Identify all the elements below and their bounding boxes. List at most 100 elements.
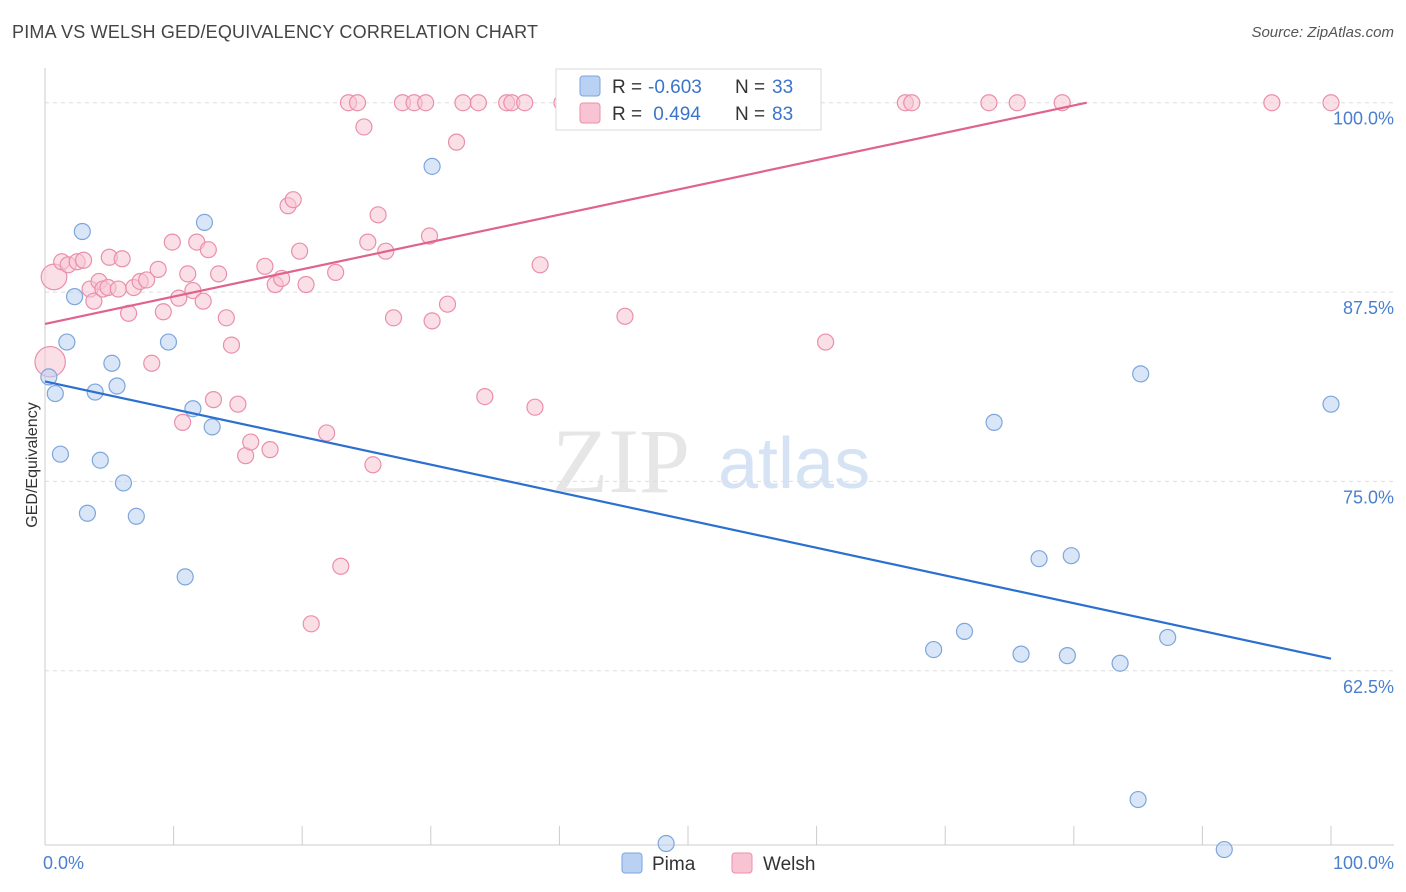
- x-tick-label: 0.0%: [43, 853, 84, 873]
- legend-box: R = -0.603 N = 33 R = 0.494 N = 83: [555, 68, 822, 131]
- welsh-point: [199, 241, 217, 259]
- welsh-point: [420, 227, 439, 245]
- legend-welsh-n-value: 83: [772, 104, 793, 125]
- bottom-legend-pima-swatch: [621, 852, 643, 874]
- legend-pima-r-value: -0.603: [648, 77, 702, 98]
- welsh-point: [516, 94, 534, 112]
- pima-point: [40, 368, 58, 386]
- welsh-point: [109, 280, 127, 298]
- welsh-point: [364, 456, 382, 474]
- pima-point: [195, 213, 214, 231]
- pima-point: [1030, 550, 1048, 568]
- bottom-legend-pima-label: Pima: [652, 854, 696, 875]
- welsh-point: [163, 233, 181, 251]
- welsh-point: [369, 206, 387, 224]
- welsh-point: [359, 233, 377, 251]
- welsh-point: [74, 251, 93, 269]
- welsh-point: [174, 413, 192, 431]
- welsh-point: [980, 94, 998, 112]
- bottom-legend-welsh-label: Welsh: [763, 854, 815, 875]
- pima-point: [108, 377, 126, 395]
- welsh-point: [261, 441, 279, 459]
- pima-point: [1215, 840, 1233, 859]
- welsh-point: [85, 292, 103, 310]
- pima-point: [1012, 645, 1030, 663]
- pima-point: [985, 413, 1003, 431]
- pima-point: [91, 451, 109, 469]
- pima-trend-line: [44, 380, 1332, 660]
- watermark: ZIP atlas: [552, 410, 870, 512]
- welsh-point: [1263, 94, 1281, 112]
- pima-point: [176, 568, 194, 586]
- pima-point: [925, 640, 943, 659]
- pima-point: [103, 354, 121, 372]
- watermark-atlas: atlas: [718, 424, 870, 504]
- welsh-point: [1008, 94, 1026, 112]
- welsh-point: [137, 271, 156, 289]
- pima-point: [51, 445, 70, 463]
- welsh-point: [242, 433, 260, 451]
- pima-point: [1129, 790, 1147, 809]
- pima-point: [1058, 647, 1076, 665]
- welsh-point: [229, 395, 247, 413]
- bottom-legend-welsh-swatch: [731, 852, 753, 874]
- legend-pima-n-label: N =: [735, 77, 765, 98]
- welsh-point: [217, 309, 235, 327]
- welsh-point: [1322, 94, 1340, 112]
- welsh-point: [348, 94, 367, 112]
- axes: [44, 68, 1394, 846]
- chart-title: PIMA VS WELSH GED/EQUIVALENCY CORRELATIO…: [12, 22, 539, 42]
- welsh-series: [34, 94, 1340, 633]
- welsh-point: [817, 333, 835, 351]
- welsh-point: [318, 424, 336, 442]
- welsh-point: [469, 94, 487, 112]
- y-axis-label: GED/Equivalency: [24, 402, 41, 527]
- welsh-point: [154, 303, 172, 321]
- welsh-point: [454, 94, 472, 112]
- pima-point: [159, 333, 178, 351]
- welsh-point: [332, 557, 350, 575]
- welsh-point: [476, 388, 494, 406]
- welsh-point: [170, 289, 188, 307]
- pima-point: [1322, 395, 1340, 413]
- watermark-zip: ZIP: [552, 410, 690, 512]
- welsh-point: [284, 191, 302, 209]
- pima-point: [1159, 628, 1177, 647]
- pima-point: [114, 474, 133, 492]
- welsh-trend-line: [44, 101, 1087, 325]
- x-tick-label: 100.0%: [1333, 853, 1394, 873]
- y-tick-label: 100.0%: [1333, 109, 1394, 129]
- y-tick-label: 87.5%: [1343, 298, 1394, 318]
- pima-point: [1062, 547, 1080, 565]
- welsh-point: [210, 265, 228, 283]
- welsh-point: [447, 133, 466, 151]
- pima-point: [423, 157, 441, 175]
- legend-welsh-swatch: [579, 102, 601, 124]
- pima-point: [657, 834, 675, 853]
- pima-point: [127, 507, 145, 525]
- y-tick-label: 75.0%: [1343, 487, 1394, 507]
- welsh-point: [194, 292, 212, 310]
- welsh-point: [384, 309, 403, 327]
- legend-pima-r-label: R =: [612, 77, 642, 98]
- y-tick-labels: 62.5% 75.0% 87.5% 100.0%: [1333, 109, 1394, 697]
- legend-welsh-n-label: N =: [735, 104, 765, 125]
- welsh-point: [222, 336, 241, 354]
- welsh-point: [417, 94, 435, 112]
- pima-point: [78, 504, 97, 522]
- bottom-legend: Pima Welsh: [621, 852, 815, 875]
- welsh-point: [297, 275, 315, 294]
- welsh-point: [149, 260, 167, 278]
- pima-point: [58, 333, 76, 351]
- welsh-point: [355, 118, 373, 136]
- welsh-point: [204, 391, 223, 409]
- source-credit: Source: ZipAtlas.com: [1251, 24, 1394, 41]
- welsh-point: [423, 312, 441, 330]
- welsh-point: [179, 265, 197, 283]
- welsh-point: [113, 250, 131, 268]
- gridlines: [45, 102, 1394, 672]
- pima-series: [40, 157, 1340, 859]
- welsh-point: [526, 398, 544, 416]
- welsh-point: [438, 295, 457, 313]
